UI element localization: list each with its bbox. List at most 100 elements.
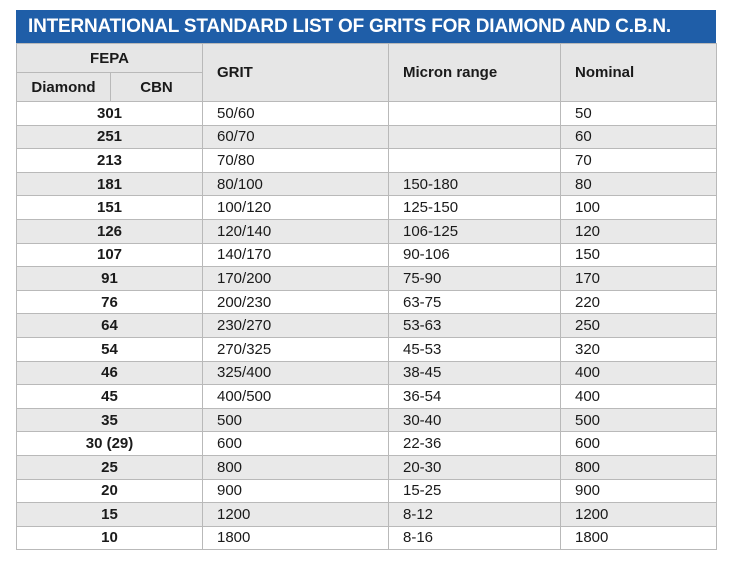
cell-grit: 230/270 — [202, 313, 389, 338]
table-row: 15 1200 8-12 1200 — [16, 502, 717, 527]
cell-micron-range: 125-150 — [388, 195, 561, 220]
table-title: INTERNATIONAL STANDARD LIST OF GRITS FOR… — [16, 10, 716, 43]
grit-standard-panel: INTERNATIONAL STANDARD LIST OF GRITS FOR… — [16, 10, 717, 551]
cell-micron-range: 106-125 — [388, 218, 561, 244]
cell-micron-range: 45-53 — [388, 336, 561, 362]
cell-nominal: 70 — [560, 148, 717, 173]
cell-fepa: 35 — [16, 407, 203, 433]
table-row: 151 100/120 125-150 100 — [16, 195, 717, 220]
cell-micron-range: 15-25 — [388, 478, 561, 504]
cell-micron-range: 38-45 — [388, 360, 561, 386]
table-row: 107 140/170 90-106 150 — [16, 242, 717, 268]
table-row: 213 70/80 70 — [16, 148, 717, 173]
cell-nominal: 400 — [560, 384, 717, 409]
cell-nominal: 60 — [560, 124, 717, 150]
cell-grit: 1800 — [202, 525, 389, 551]
cell-nominal: 600 — [560, 431, 717, 456]
cell-micron-range: 20-30 — [388, 454, 561, 480]
table-row: 251 60/70 60 — [16, 124, 717, 150]
cell-micron-range: 8-12 — [388, 502, 561, 527]
header-micron-range: Micron range — [388, 43, 561, 102]
cell-fepa: 301 — [16, 101, 203, 126]
table-row: 54 270/325 45-53 320 — [16, 336, 717, 362]
header-diamond: Diamond — [16, 72, 111, 102]
cell-nominal: 80 — [560, 171, 717, 197]
table-row: 10 1800 8-16 1800 — [16, 525, 717, 551]
table-row: 181 80/100 150-180 80 — [16, 171, 717, 197]
cell-grit: 100/120 — [202, 195, 389, 220]
table-row: 25 800 20-30 800 — [16, 454, 717, 480]
cell-grit: 140/170 — [202, 242, 389, 268]
cell-fepa: 54 — [16, 336, 203, 362]
cell-nominal: 220 — [560, 289, 717, 315]
cell-nominal: 400 — [560, 360, 717, 386]
cell-micron-range — [388, 148, 561, 173]
cell-grit: 1200 — [202, 502, 389, 527]
table-body: 301 50/60 50 251 60/70 60 213 70/80 70 181 80/100 1… — [16, 101, 717, 551]
cell-fepa: 151 — [16, 195, 203, 220]
cell-fepa: 10 — [16, 525, 203, 551]
cell-fepa: 181 — [16, 171, 203, 197]
cell-fepa: 213 — [16, 148, 203, 173]
cell-fepa: 64 — [16, 313, 203, 338]
cell-nominal: 250 — [560, 313, 717, 338]
cell-grit: 800 — [202, 454, 389, 480]
cell-grit: 50/60 — [202, 101, 389, 126]
cell-grit: 170/200 — [202, 266, 389, 291]
cell-grit: 200/230 — [202, 289, 389, 315]
cell-nominal: 150 — [560, 242, 717, 268]
header-grit: GRIT — [202, 43, 389, 102]
cell-nominal: 170 — [560, 266, 717, 291]
header-cbn: CBN — [110, 72, 203, 102]
table-header: FEPA GRIT Micron range Nominal Diamond C… — [16, 43, 717, 102]
cell-fepa: 126 — [16, 218, 203, 244]
cell-nominal: 1800 — [560, 525, 717, 551]
cell-micron-range — [388, 124, 561, 150]
table-row: 46 325/400 38-45 400 — [16, 360, 717, 386]
cell-micron-range: 30-40 — [388, 407, 561, 433]
cell-fepa: 91 — [16, 266, 203, 291]
table-row: 35 500 30-40 500 — [16, 407, 717, 433]
cell-grit: 400/500 — [202, 384, 389, 409]
cell-fepa: 45 — [16, 384, 203, 409]
table-row: 126 120/140 106-125 120 — [16, 218, 717, 244]
cell-micron-range: 63-75 — [388, 289, 561, 315]
cell-nominal: 320 — [560, 336, 717, 362]
table-row: 301 50/60 50 — [16, 101, 717, 126]
table-row: 91 170/200 75-90 170 — [16, 266, 717, 291]
cell-nominal: 100 — [560, 195, 717, 220]
cell-nominal: 900 — [560, 478, 717, 504]
cell-nominal: 800 — [560, 454, 717, 480]
cell-grit: 80/100 — [202, 171, 389, 197]
cell-grit: 60/70 — [202, 124, 389, 150]
table-row: 76 200/230 63-75 220 — [16, 289, 717, 315]
cell-nominal: 1200 — [560, 502, 717, 527]
cell-grit: 270/325 — [202, 336, 389, 362]
cell-fepa: 46 — [16, 360, 203, 386]
table-row: 30 (29) 600 22-36 600 — [16, 431, 717, 456]
cell-fepa: 20 — [16, 478, 203, 504]
cell-grit: 325/400 — [202, 360, 389, 386]
cell-micron-range: 53-63 — [388, 313, 561, 338]
table-row: 64 230/270 53-63 250 — [16, 313, 717, 338]
cell-fepa: 251 — [16, 124, 203, 150]
cell-micron-range: 8-16 — [388, 525, 561, 551]
cell-nominal: 50 — [560, 101, 717, 126]
cell-fepa: 107 — [16, 242, 203, 268]
table-row: 20 900 15-25 900 — [16, 478, 717, 504]
cell-grit: 900 — [202, 478, 389, 504]
cell-micron-range: 150-180 — [388, 171, 561, 197]
cell-micron-range: 22-36 — [388, 431, 561, 456]
cell-grit: 70/80 — [202, 148, 389, 173]
header-nominal: Nominal — [560, 43, 717, 102]
table-row: 45 400/500 36-54 400 — [16, 384, 717, 409]
cell-grit: 600 — [202, 431, 389, 456]
cell-fepa: 76 — [16, 289, 203, 315]
header-fepa: FEPA — [16, 43, 203, 73]
cell-fepa: 15 — [16, 502, 203, 527]
cell-micron-range: 75-90 — [388, 266, 561, 291]
cell-grit: 500 — [202, 407, 389, 433]
cell-micron-range: 90-106 — [388, 242, 561, 268]
cell-fepa: 30 (29) — [16, 431, 203, 456]
cell-micron-range: 36-54 — [388, 384, 561, 409]
